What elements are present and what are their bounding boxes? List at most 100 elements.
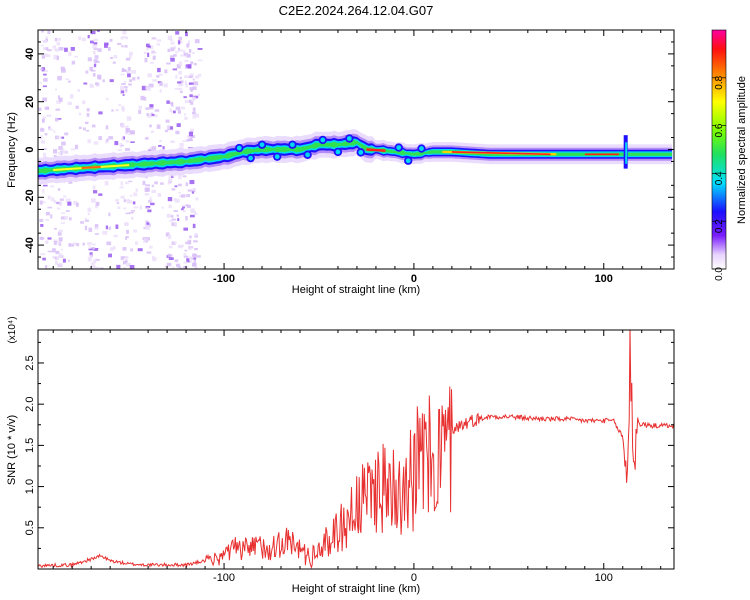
- noise-speck: [183, 113, 187, 116]
- noise-speck: [94, 233, 99, 235]
- noise-speck: [54, 257, 57, 260]
- noise-speck: [43, 47, 48, 50]
- noise-speck: [87, 207, 92, 212]
- ridge-core: [366, 148, 386, 152]
- noise-speck: [55, 117, 59, 122]
- noise-speck: [192, 210, 197, 214]
- noise-speck: [179, 49, 183, 52]
- noise-speck: [124, 80, 127, 83]
- noise-speck: [45, 211, 50, 216]
- noise-speck: [90, 40, 94, 44]
- noise-speck: [185, 84, 188, 88]
- noise-speck: [184, 249, 188, 252]
- colorbar-tick-label: 0.0: [714, 267, 725, 281]
- noise-speck: [50, 185, 55, 188]
- noise-speck: [187, 40, 190, 45]
- noise-speck: [62, 258, 66, 263]
- noise-speck: [53, 241, 57, 245]
- noise-speck: [170, 41, 175, 45]
- noise-speck: [174, 198, 180, 203]
- noise-speck: [188, 75, 193, 79]
- noise-speck: [158, 73, 163, 76]
- noise-speck: [93, 73, 96, 77]
- noise-speck: [194, 62, 197, 66]
- colorbar-ticks: 0.0 0.2 0.4 0.6 0.8: [712, 75, 726, 281]
- ridge-blob-core: [248, 155, 254, 161]
- noise-speck: [151, 146, 157, 151]
- noise-speck: [88, 245, 91, 248]
- noise-speck: [69, 94, 74, 99]
- ridge-blob-core: [358, 149, 364, 155]
- noise-speck: [178, 70, 182, 75]
- noise-speck: [192, 78, 195, 81]
- noise-speck: [87, 139, 92, 144]
- y-tick-label: 1.0: [24, 479, 36, 494]
- noise-speck: [157, 193, 161, 197]
- noise-speck: [123, 266, 126, 269]
- noise-speck: [152, 58, 156, 60]
- colorbar-tick-label: 0.2: [714, 219, 725, 233]
- noise-speck: [171, 174, 177, 177]
- noise-speck: [195, 197, 199, 201]
- noise-speck: [67, 80, 71, 83]
- noise-speck: [196, 255, 201, 258]
- noise-speck: [106, 241, 112, 246]
- noise-speck: [183, 261, 188, 264]
- noise-speck: [190, 88, 193, 92]
- noise-speck: [145, 184, 150, 187]
- noise-speck: [136, 76, 140, 80]
- noise-speck: [52, 248, 56, 253]
- y-tick-label: -40: [24, 237, 36, 253]
- noise-speck: [145, 206, 151, 208]
- noise-speck: [192, 112, 196, 115]
- noise-speck: [171, 102, 174, 107]
- noise-speck: [188, 247, 192, 251]
- noise-speck: [182, 210, 186, 213]
- noise-speck: [180, 80, 184, 83]
- noise-speck: [117, 42, 122, 45]
- noise-speck: [68, 243, 71, 247]
- snr-x-label: Height of straight line (km): [292, 583, 420, 595]
- noise-speck: [152, 79, 157, 82]
- noise-speck: [64, 132, 69, 136]
- noise-speck: [171, 110, 174, 113]
- noise-speck: [154, 109, 160, 112]
- noise-speck: [126, 70, 131, 74]
- figure-title: C2E2.2024.264.12.04.G07: [279, 3, 434, 18]
- x-tick-label: 0: [411, 273, 417, 285]
- noise-speck: [183, 255, 189, 258]
- noise-speck: [146, 86, 151, 91]
- noise-speck: [175, 263, 181, 268]
- noise-speck: [112, 246, 116, 250]
- noise-speck: [48, 128, 53, 131]
- noise-speck: [69, 243, 75, 247]
- noise-speck: [65, 210, 70, 212]
- noise-speck: [145, 225, 150, 230]
- noise-speck: [60, 66, 65, 70]
- noise-speck: [174, 185, 178, 188]
- noise-speck: [143, 97, 147, 101]
- noise-speck: [167, 35, 173, 40]
- noise-speck: [90, 31, 96, 35]
- noise-speck: [167, 197, 173, 202]
- noise-speck: [127, 73, 131, 78]
- noise-speck: [50, 214, 53, 219]
- noise-speck: [197, 73, 202, 77]
- noise-speck: [180, 194, 186, 198]
- noise-speck: [98, 111, 103, 115]
- noise-speck: [125, 212, 131, 215]
- noise-speck: [52, 256, 57, 259]
- noise-speck: [109, 38, 113, 42]
- noise-speck: [123, 207, 127, 210]
- noise-speck: [123, 260, 126, 265]
- noise-speck: [60, 216, 66, 220]
- noise-speck: [184, 75, 188, 78]
- noise-speck: [165, 119, 170, 123]
- noise-speck: [121, 137, 124, 141]
- noise-speck: [189, 87, 194, 91]
- noise-speck: [87, 212, 90, 216]
- noise-speck: [56, 207, 61, 210]
- noise-speck: [45, 36, 48, 40]
- noise-speck: [192, 188, 196, 191]
- noise-speck: [125, 125, 129, 130]
